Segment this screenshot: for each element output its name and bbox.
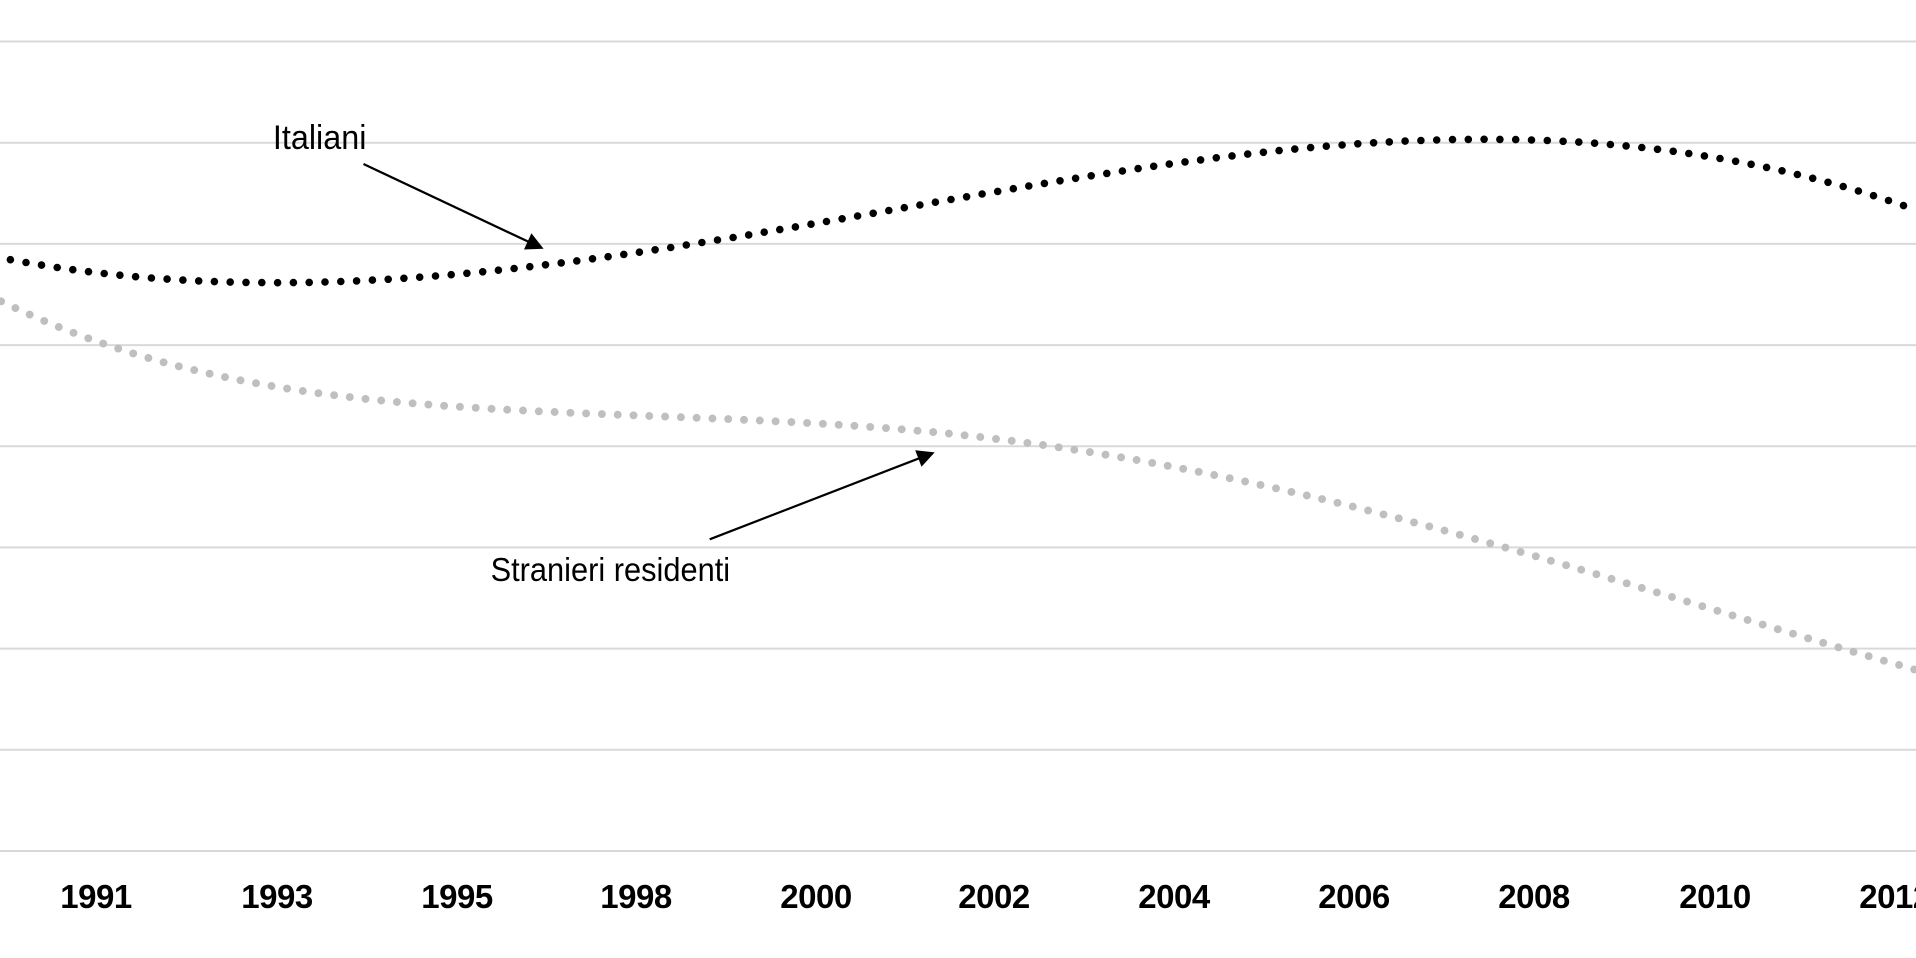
svg-text:1998: 1998 (600, 878, 672, 915)
svg-text:2004: 2004 (1138, 878, 1211, 915)
svg-text:1995: 1995 (421, 878, 493, 915)
svg-text:2002: 2002 (958, 878, 1030, 915)
svg-text:1993: 1993 (241, 878, 313, 915)
svg-text:2008: 2008 (1498, 878, 1570, 915)
svg-text:2010: 2010 (1679, 878, 1750, 915)
svg-text:Italiani: Italiani (273, 119, 367, 157)
svg-text:2012: 2012 (1859, 878, 1916, 915)
svg-text:Stranieri residenti: Stranieri residenti (491, 551, 730, 588)
svg-text:2000: 2000 (780, 878, 851, 915)
svg-text:1991: 1991 (60, 878, 132, 915)
svg-text:2006: 2006 (1318, 878, 1390, 915)
